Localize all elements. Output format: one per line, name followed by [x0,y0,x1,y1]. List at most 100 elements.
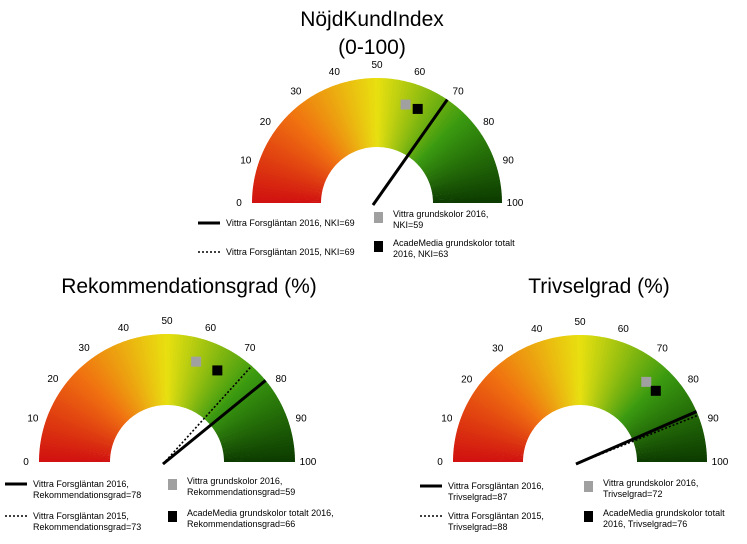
gauge-band-segment [67,378,124,427]
gauge-band-segment [473,389,534,431]
gauge-band-segment [426,143,489,178]
gauge-band-segment [44,421,113,446]
gauge-band-segment [636,458,707,462]
tick-label: 10 [27,413,39,424]
gauge-band-segment [608,352,647,414]
gauge-band-segment [414,110,464,163]
gauge-band-segment [217,403,283,438]
gauge-band-segment [537,341,563,409]
gauge-band-segment [431,177,500,194]
gauge-band-segment [43,425,113,448]
gauge-band-segment [209,376,265,426]
gauge-band-segment [39,448,111,458]
gauge-band-segment [382,78,394,148]
gauge-band-segment [188,343,220,411]
gauge-band-segment [556,336,572,406]
gauge-band-segment [397,86,426,152]
gauge-band-segment [76,368,128,422]
tick-label: 60 [414,67,426,78]
gauge-band-segment [633,419,701,445]
gauge-band-segment [460,416,527,443]
gauge-band-segment [519,348,555,412]
gauge-band-segment [626,390,687,432]
gauge-band-segment [255,170,323,190]
tick-label: 70 [244,343,256,354]
gauge-band-segment [71,373,126,424]
tick-label: 50 [161,316,173,327]
gauge-band-segment [217,400,282,437]
gauge-band-segment [432,183,501,196]
tick-label: 20 [461,375,473,386]
gauge-band-segment [214,392,277,433]
gauge-band-segment [295,105,342,161]
gauge-band-segment [477,384,535,429]
gauge-band-segment [425,140,488,177]
gauge-band-segment [560,336,573,406]
gauge-band-segment [381,78,391,148]
gauge-band-segment [272,131,331,173]
gauge-band-segment [611,355,653,416]
gauge-band-segment [613,359,658,417]
gauge-band-segment [288,111,339,164]
gauge-band-segment [311,94,350,156]
gauge-band-segment [39,444,111,457]
gauge-band-segment [61,386,122,430]
gauge-band-segment [604,347,639,412]
gauge-band-segment [401,90,435,154]
tick-label: 80 [688,375,700,386]
gauge-band-segment [293,107,341,162]
gauge-band-segment [207,371,261,423]
gauge-band-segment [582,335,591,406]
gauge-band-segment [481,379,537,427]
gauge-band-segment [172,334,185,406]
tick-label: 60 [618,324,630,335]
gauge-band-segment [631,407,697,440]
gauge-band-segment [399,88,432,153]
gauge-band-segment [222,428,292,449]
gauge-2: Trivselgrad (%) 0 10 20 30 40 50 60 70 80 90 100 Vit… [420,275,729,532]
gauge-band-segment [390,81,410,149]
gauge-band-segment [466,400,531,437]
gauge-band-segment [587,336,601,406]
gauge-band-segment [222,432,293,451]
gauge-band-segment [367,78,375,148]
gauge-band-segment [323,88,355,153]
gauge-band-segment [259,157,325,185]
legend-label: AcadeMedia grundskolor totalt 2016, [187,508,334,518]
gauge-band-segment [636,438,706,454]
gauge-band-segment [432,193,502,201]
gauge-band-segment [626,387,685,430]
gauge-band-segment [273,129,332,172]
gauge-band-segment [412,105,459,161]
gauge-band-segment [211,381,269,428]
gauge-band-segment [385,79,401,148]
gauge-band-segment [223,445,295,457]
gauge-band-segment [465,403,530,438]
gauge-band-segment [617,365,666,420]
gauge-band-segment [183,339,208,408]
gauge-band-segment [636,442,706,455]
gauge-band-segment [317,91,352,154]
gauge-band-segment [624,382,682,428]
gauge-band-segment [471,392,533,433]
gauge-band-segment [219,413,287,442]
gauge-band-segment [470,395,532,434]
tick-label: 90 [708,414,720,425]
gauge-band-segment [196,352,238,415]
gauge-band-segment [566,335,576,406]
gauge-band-segment [597,341,623,409]
gauge-band-segment [635,435,705,452]
legend-label: 2016, Trivselgrad=76 [603,519,687,529]
gauge-band-segment [431,173,500,192]
gauge-band-segment [458,422,526,446]
gauge-band-segment [508,355,550,416]
tick-label: 70 [657,344,669,355]
tick-label: 0 [236,198,242,209]
gauge-band-segment [388,80,407,149]
gauge-band-segment [39,454,111,461]
gauge-title: Trivselgrad (%) [528,275,670,298]
tick-label: 0 [23,457,29,468]
gauge-band-segment [428,152,493,182]
gauge-band-segment [490,369,541,422]
gauge-band-segment [57,391,120,433]
